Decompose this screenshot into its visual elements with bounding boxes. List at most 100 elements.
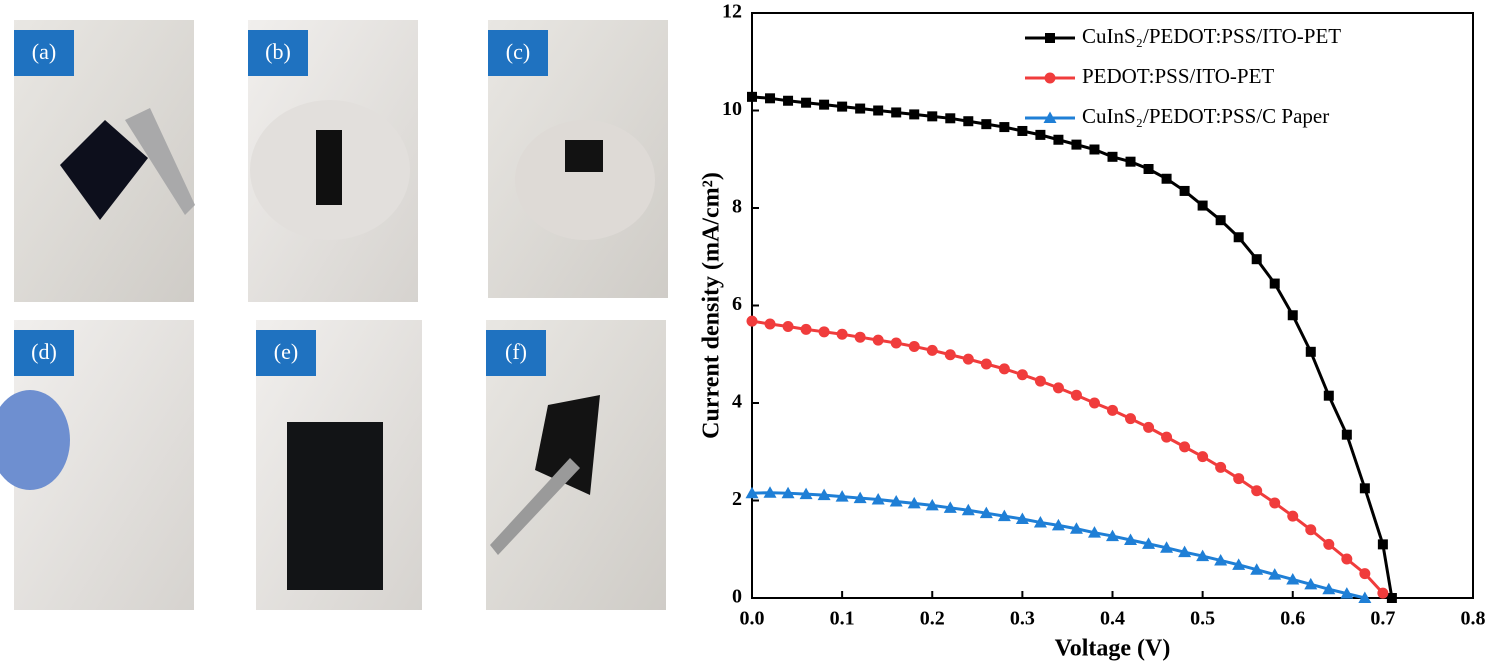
marker: [1124, 533, 1138, 545]
legend-marker: [1044, 72, 1056, 84]
marker: [818, 326, 830, 338]
marker: [1250, 563, 1264, 575]
marker: [765, 93, 776, 104]
marker: [1179, 185, 1190, 196]
marker: [927, 111, 938, 122]
marker: [943, 501, 957, 513]
marker: [1035, 129, 1046, 140]
marker: [1268, 568, 1282, 580]
marker: [980, 358, 992, 370]
marker: [961, 503, 975, 516]
marker: [800, 323, 812, 335]
marker: [998, 363, 1010, 375]
legend-marker: [1043, 111, 1057, 123]
marker: [871, 493, 885, 505]
marker: [999, 122, 1010, 133]
panel-label: (c): [506, 39, 530, 64]
marker: [890, 337, 902, 349]
x-tick-label: 0.8: [1461, 608, 1486, 630]
marker: [1033, 515, 1047, 528]
x-tick-label: 0.7: [1370, 608, 1395, 630]
marker: [1071, 139, 1082, 150]
marker: [782, 320, 794, 332]
label-box: [486, 330, 546, 376]
marker: [1251, 485, 1263, 497]
marker: [1017, 125, 1028, 136]
marker: [872, 334, 884, 346]
marker: [1142, 537, 1156, 549]
marker: [1015, 512, 1029, 525]
marker: [1287, 310, 1298, 321]
photos: [0, 20, 668, 610]
marker: [981, 119, 992, 130]
marker: [1377, 587, 1389, 599]
y-tick-label: 0: [732, 586, 742, 608]
x-tick-label: 0.1: [830, 608, 855, 630]
marker: [1359, 568, 1371, 580]
marker: [854, 331, 866, 343]
marker: [1286, 572, 1300, 585]
series-line: [751, 95, 1394, 599]
series-line: [751, 491, 1366, 600]
x-axis-title: Voltage (V): [1055, 636, 1171, 662]
marker: [1197, 200, 1208, 211]
marker: [944, 349, 956, 361]
label-box: [488, 30, 548, 76]
marker: [1269, 497, 1281, 509]
marker: [1269, 278, 1280, 289]
panel-label: (d): [31, 339, 57, 364]
marker: [746, 315, 758, 327]
marker: [1088, 397, 1100, 409]
marker: [1089, 144, 1100, 155]
y-tick-label: 4: [732, 391, 742, 413]
sample: [60, 120, 148, 220]
marker: [745, 486, 759, 499]
marker: [1161, 173, 1172, 184]
panel-label: (a): [32, 39, 56, 64]
marker: [764, 318, 776, 330]
marker: [873, 105, 884, 116]
sample: [287, 422, 383, 590]
marker: [1322, 582, 1336, 595]
marker: [925, 498, 939, 511]
marker: [1232, 558, 1246, 570]
y-tick-label: 12: [722, 1, 742, 23]
panel-labels: (a) (b) (c) (d) (e) (f): [14, 30, 548, 376]
x-tick-label: 0.3: [1010, 608, 1035, 630]
marker: [747, 91, 757, 102]
marker: [1251, 254, 1262, 265]
marker: [963, 116, 974, 127]
legend-label: PEDOT:PSS/ITO-PET: [1082, 64, 1274, 88]
panel-label: (e): [274, 339, 298, 364]
marker: [1305, 524, 1317, 536]
y-tick-label: 2: [732, 488, 742, 510]
marker: [1233, 232, 1244, 243]
sample: [565, 140, 603, 172]
marker: [1340, 587, 1354, 599]
marker: [908, 340, 920, 352]
marker: [855, 103, 866, 114]
marker: [979, 506, 993, 519]
tweezers: [490, 458, 580, 555]
marker: [1215, 461, 1227, 473]
marker: [907, 496, 921, 509]
marker: [799, 487, 813, 500]
marker: [997, 509, 1011, 522]
marker: [1106, 529, 1119, 542]
marker: [1178, 545, 1192, 558]
marker: [1107, 151, 1118, 162]
marker: [962, 353, 974, 365]
panel-label: (f): [505, 339, 527, 364]
marker: [1323, 390, 1334, 401]
marker: [1341, 429, 1352, 440]
marker: [1214, 553, 1228, 566]
legend-label: CuInS₂/PEDOT:PSS/ITO-PET: [1082, 24, 1341, 48]
x-tick-label: 0.6: [1280, 608, 1305, 630]
marker: [1016, 369, 1028, 381]
series-line: [751, 319, 1384, 595]
legend-marker: [1045, 33, 1055, 43]
marker: [853, 491, 867, 504]
y-axis-title: Current density (mA/cm²): [699, 172, 725, 439]
marker: [1305, 346, 1316, 357]
